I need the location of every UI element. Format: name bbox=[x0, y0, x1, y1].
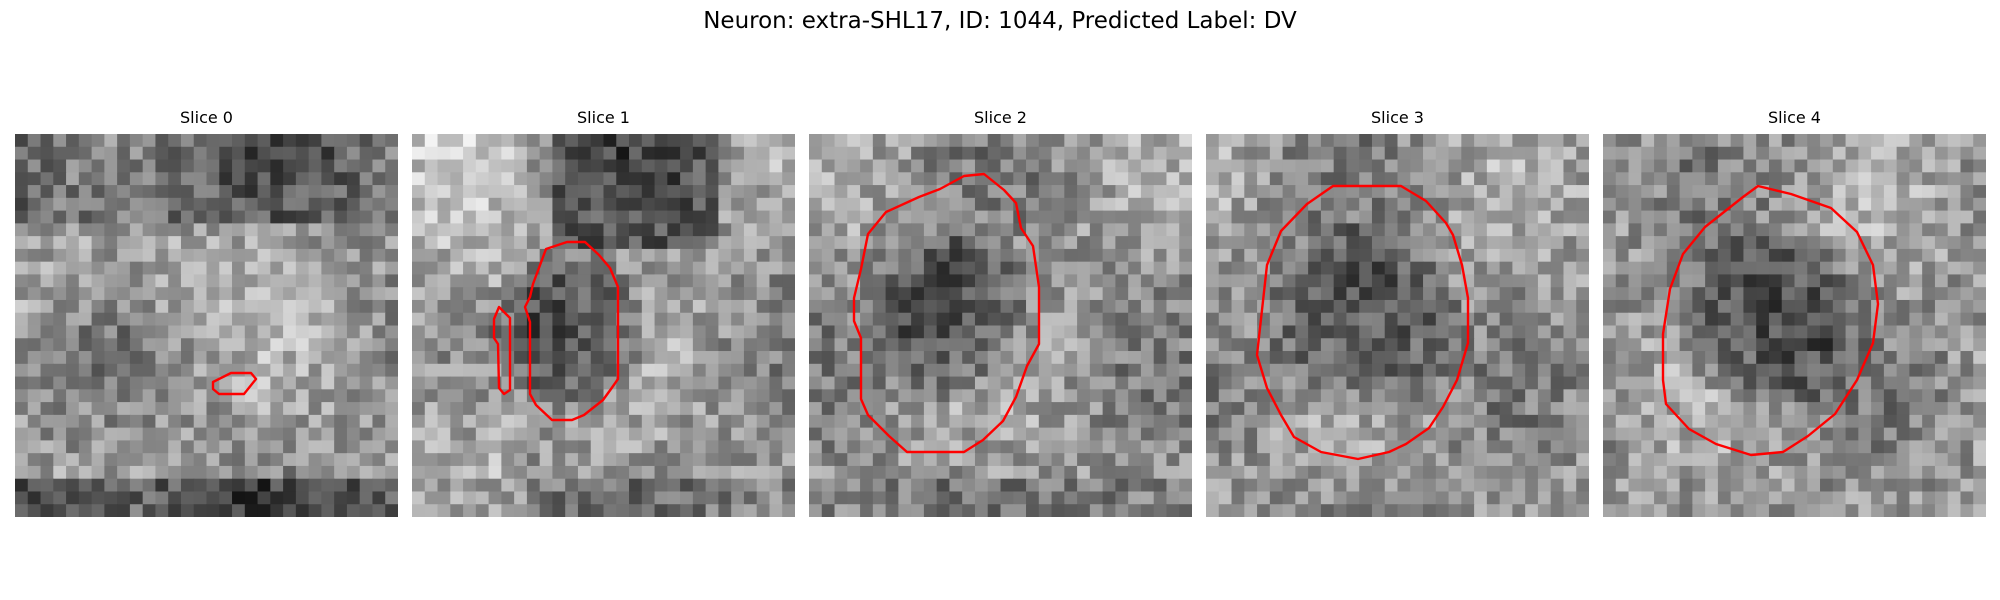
slice-image-4 bbox=[1603, 134, 1986, 517]
slice-title: Slice 1 bbox=[577, 108, 630, 127]
slice-image-0 bbox=[15, 134, 398, 517]
slice-image-1 bbox=[412, 134, 795, 517]
roi-contour bbox=[211, 371, 258, 396]
slice-panel-1: Slice 1 bbox=[412, 108, 795, 517]
slice-image-2 bbox=[809, 134, 1192, 517]
roi-contour bbox=[523, 240, 620, 422]
slice-title: Slice 0 bbox=[180, 108, 233, 127]
figure-title: Neuron: extra-SHL17, ID: 1044, Predicted… bbox=[703, 8, 1297, 34]
roi-contour bbox=[1255, 184, 1470, 461]
slice-panel-0: Slice 0 bbox=[15, 108, 398, 517]
roi-contour bbox=[852, 172, 1041, 454]
slice-title: Slice 3 bbox=[1371, 108, 1424, 127]
slice-title: Slice 4 bbox=[1768, 108, 1821, 127]
roi-contour bbox=[492, 305, 512, 396]
slice-panel-2: Slice 2 bbox=[809, 108, 1192, 517]
roi-contour bbox=[1661, 184, 1880, 457]
slice-panel-4: Slice 4 bbox=[1603, 108, 1986, 517]
slice-title: Slice 2 bbox=[974, 108, 1027, 127]
slice-panel-3: Slice 3 bbox=[1206, 108, 1589, 517]
slice-image-3 bbox=[1206, 134, 1589, 517]
